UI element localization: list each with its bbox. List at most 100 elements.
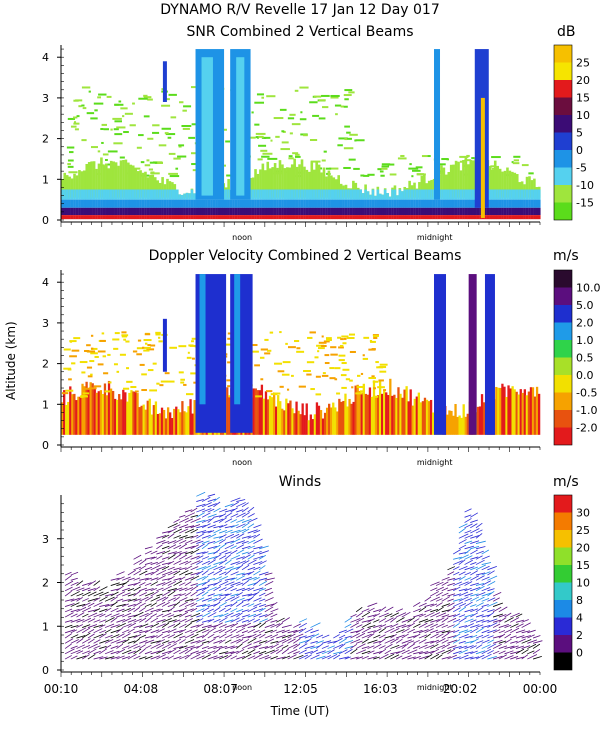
snr-cell: [496, 207, 499, 216]
snr-cell: [440, 215, 443, 220]
snr-echo-cell: [312, 114, 320, 117]
wind-barb: [350, 632, 360, 639]
doppler-echo-cell: [137, 339, 142, 342]
wind-barb: [213, 544, 221, 550]
wind-barb: [475, 585, 485, 592]
snr-cell: [293, 158, 296, 198]
wind-barb: [241, 518, 252, 523]
snr-cell: [332, 199, 336, 208]
wind-barb: [99, 596, 108, 602]
doppler-cell: [260, 384, 264, 435]
snr-echo-cell: [275, 135, 280, 138]
wind-barb: [298, 654, 309, 660]
snr-cell: [352, 180, 355, 198]
wind-barb: [190, 528, 199, 534]
snr-cell: [85, 199, 89, 208]
wind-barb: [224, 559, 232, 565]
snr-cell: [273, 163, 277, 198]
snr-cell: [305, 215, 309, 220]
colorbar-swatch: [554, 270, 572, 288]
doppler-echo-cell: [375, 361, 379, 364]
wind-barb: [133, 598, 142, 602]
snr-cell: [459, 215, 463, 220]
wind-barb: [76, 606, 87, 613]
wind-barb: [464, 623, 474, 628]
wind-barb: [259, 545, 269, 550]
snr-echo-cell: [337, 144, 343, 147]
doppler-echo-cell: [318, 341, 327, 344]
wind-barb: [99, 591, 109, 597]
wind-barb: [139, 656, 147, 660]
snr-cell: [273, 199, 277, 208]
snr-echo-cell: [521, 164, 529, 167]
wind-barb: [304, 628, 314, 634]
wind-barb: [236, 528, 247, 534]
snr-cell: [276, 189, 279, 200]
snr-cell: [136, 199, 140, 208]
snr-cell: [515, 189, 519, 200]
wind-barb: [361, 622, 372, 628]
snr-cell: [523, 207, 526, 216]
wind-barb: [167, 634, 176, 639]
wind-barb: [253, 555, 264, 560]
wind-barb: [201, 512, 211, 518]
snr-cell: [119, 189, 123, 200]
wind-barb: [150, 577, 159, 581]
wind-barb: [133, 566, 142, 571]
wind-barb: [236, 544, 245, 550]
wind-barb: [253, 653, 263, 660]
doppler-echo-cell: [67, 368, 72, 371]
snr-cell: [158, 199, 162, 208]
wind-barb: [270, 634, 279, 639]
snr-cell: [127, 162, 130, 198]
wind-barb: [207, 498, 217, 502]
wind-barb: [236, 648, 245, 655]
doppler-cell: [503, 386, 506, 435]
snr-cell: [518, 189, 521, 200]
wind-barb: [475, 583, 485, 586]
wind-barb: [253, 591, 260, 597]
wind-barb: [144, 588, 154, 592]
wind-barb: [213, 618, 221, 623]
snr-echo-cell: [322, 106, 329, 109]
snr-cell: [364, 215, 367, 220]
doppler-cell: [321, 418, 325, 435]
wind-barb: [350, 614, 357, 618]
snr-panel-title: SNR Combined 2 Vertical Beams: [0, 24, 600, 40]
snr-cell: [405, 207, 409, 216]
snr-cell: [268, 207, 272, 216]
snr-cell: [349, 215, 353, 220]
snr-cell: [288, 189, 292, 200]
doppler-echo-cell: [338, 354, 346, 357]
wind-barb: [281, 624, 292, 628]
wind-barb: [407, 617, 416, 623]
wind-barb: [184, 560, 192, 565]
doppler-echo-cell: [252, 344, 258, 347]
wind-barb: [201, 586, 210, 592]
snr-cell: [371, 199, 375, 208]
wind-barb: [201, 518, 211, 523]
wind-barb: [207, 524, 216, 529]
doppler-cell: [452, 415, 455, 435]
snr-cell: [283, 189, 287, 200]
snr-echo-cell: [313, 95, 322, 98]
wind-barb: [395, 634, 405, 639]
wind-barb: [201, 629, 210, 634]
wind-barb: [196, 503, 206, 508]
wind-barb: [373, 609, 381, 613]
snr-cell: [533, 189, 536, 200]
snr-echo-cell: [138, 97, 148, 100]
snr-echo-cell: [292, 152, 299, 155]
snr-echo-cell: [421, 155, 428, 158]
snr-cell: [356, 215, 360, 220]
wind-barb: [173, 613, 182, 618]
doppler-echo-cell: [114, 332, 120, 335]
time-tick-label: 20:02: [443, 682, 478, 696]
doppler-cell: [362, 383, 365, 435]
wind-barb: [310, 649, 319, 655]
doppler-cell: [73, 393, 76, 435]
snr-echo-cell: [411, 175, 414, 178]
wind-barb: [133, 581, 141, 586]
snr-cell: [371, 207, 375, 216]
snr-cell: [276, 199, 279, 208]
